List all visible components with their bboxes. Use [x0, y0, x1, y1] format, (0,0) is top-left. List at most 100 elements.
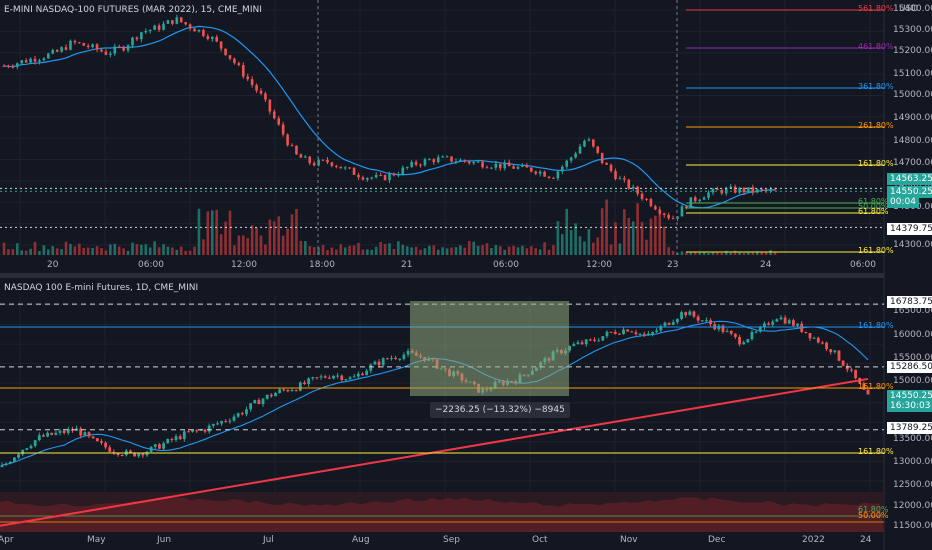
candle-body — [676, 216, 679, 219]
candle-body — [498, 163, 502, 169]
volume-bar — [339, 244, 343, 255]
volume-bar — [153, 241, 156, 255]
volume-bar — [78, 243, 81, 255]
volume-bar — [490, 247, 493, 255]
volume-bar — [193, 246, 196, 255]
pane-separator[interactable] — [0, 273, 932, 278]
candle-body — [587, 139, 591, 141]
volume-bar — [676, 252, 679, 255]
time-tick: Jun — [157, 535, 172, 545]
candle-body — [850, 369, 853, 371]
candle-body — [42, 58, 46, 60]
volume-bar — [436, 249, 440, 255]
candle-body — [390, 357, 393, 359]
candle-body — [593, 339, 596, 341]
fib-label: 50.00% — [858, 202, 889, 211]
price-badge: 00:04 — [887, 196, 919, 208]
price-tick: 14700.00 — [893, 158, 932, 168]
candle-body — [174, 436, 178, 440]
candle-body — [224, 48, 227, 56]
candle-body — [220, 421, 224, 424]
candle-body — [11, 66, 15, 68]
volume-bar — [388, 243, 391, 255]
candle-body — [25, 448, 29, 450]
candle-body — [374, 174, 378, 178]
candle-body — [54, 432, 58, 435]
candle-body — [758, 327, 762, 332]
candle-body — [476, 161, 480, 163]
candle-body — [157, 25, 161, 30]
candle-body — [33, 440, 37, 446]
candle-body — [561, 166, 564, 172]
candle-body — [335, 165, 338, 167]
candle-body — [601, 336, 605, 341]
volume-bar — [592, 242, 595, 255]
candle-body — [821, 342, 824, 344]
candle-body — [303, 382, 306, 384]
volume-bar — [215, 209, 218, 255]
candle-body — [534, 171, 538, 174]
volume-bar — [689, 252, 693, 255]
candle-body — [241, 65, 245, 77]
candle-body — [463, 159, 467, 162]
volume-bar — [516, 247, 520, 255]
candle-body — [140, 32, 143, 40]
fib-label: 161.80% — [858, 321, 894, 330]
price-tick: 13500.00 — [893, 434, 932, 444]
candle-body — [450, 156, 453, 162]
price-tick: 12000.00 — [893, 501, 932, 511]
candle-body — [261, 398, 265, 405]
candle-body — [308, 156, 312, 164]
volume-bar — [729, 252, 732, 255]
candle-body — [62, 430, 66, 433]
candle-body — [117, 46, 121, 48]
price-tick: 15200.00 — [893, 46, 932, 56]
candle-body — [388, 173, 391, 181]
volume-bar — [228, 210, 232, 255]
candle-body — [87, 432, 91, 437]
candle-body — [507, 162, 511, 167]
volume-bar — [419, 249, 422, 255]
candle-body — [141, 453, 145, 456]
candle-body — [109, 53, 112, 55]
time-tick: Dec — [708, 535, 726, 545]
fib-label: 61.80% — [858, 197, 889, 206]
fib-label: 261.80% — [858, 121, 894, 130]
candle-body — [129, 450, 132, 453]
volume-bar — [100, 248, 103, 255]
volume-bar — [600, 208, 604, 255]
candle-body — [428, 159, 431, 161]
volume-bar — [410, 247, 413, 255]
candle-body — [402, 354, 406, 359]
candle-body — [763, 323, 766, 328]
candle-body — [568, 346, 572, 351]
candle-body — [525, 164, 529, 168]
volume-bar — [698, 251, 701, 255]
candle-body — [436, 157, 440, 163]
fib-label: 361.80% — [858, 82, 894, 91]
volume-bar — [144, 244, 148, 255]
candle-body — [162, 443, 165, 449]
volume-bar — [454, 247, 458, 255]
candle-body — [379, 174, 382, 176]
candle-body — [742, 187, 746, 193]
candle-body — [773, 189, 777, 191]
price-badge: 14550.25 — [887, 390, 932, 402]
candle-body — [705, 320, 708, 322]
candle-body — [304, 156, 307, 158]
volume-bar — [667, 247, 670, 255]
candle-body — [268, 99, 272, 112]
candle-body — [738, 187, 741, 193]
candle-body — [381, 358, 385, 366]
candle-body — [51, 50, 55, 54]
volume-bar — [623, 209, 626, 255]
candle-body — [516, 166, 520, 169]
candle-body — [614, 170, 617, 180]
candle-body — [282, 389, 286, 391]
volume-bar — [166, 246, 170, 255]
fib-label: 161.80% — [858, 447, 894, 456]
candle-body — [837, 350, 841, 361]
candle-body — [800, 323, 804, 332]
volume-bar — [587, 229, 591, 255]
